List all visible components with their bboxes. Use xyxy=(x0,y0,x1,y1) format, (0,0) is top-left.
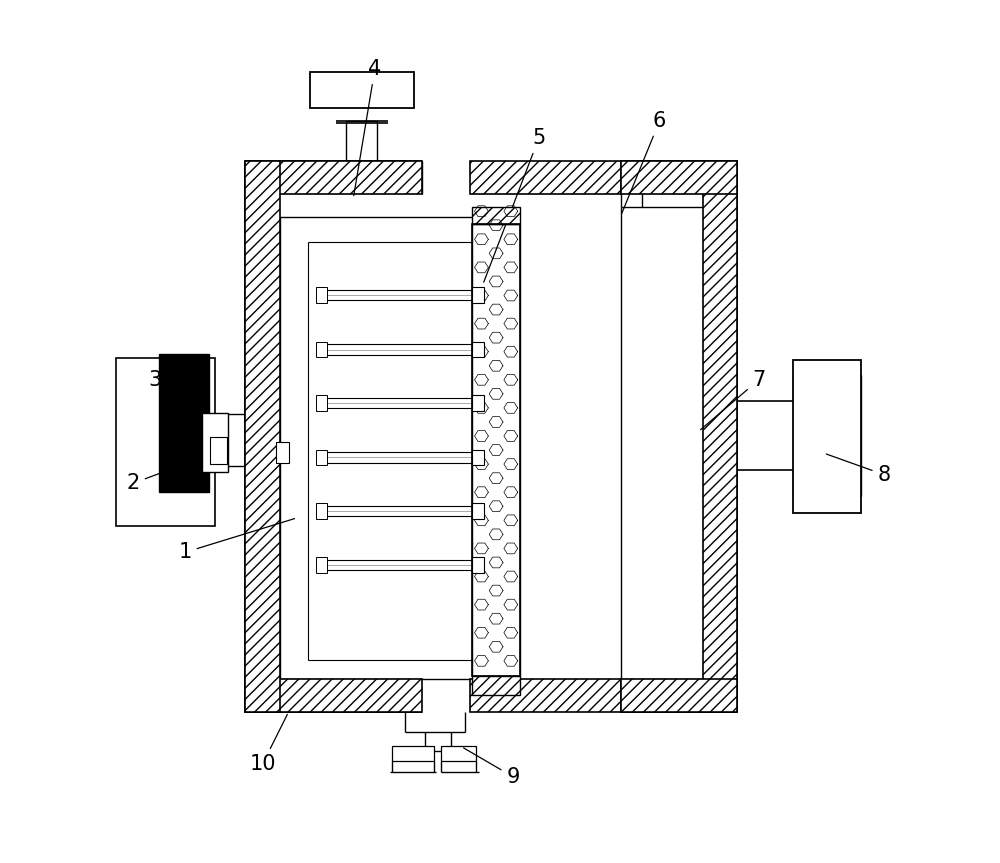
Bar xyxy=(316,287,327,303)
Bar xyxy=(621,679,737,712)
Bar xyxy=(703,161,737,712)
Text: 1: 1 xyxy=(178,519,295,563)
Text: 3: 3 xyxy=(148,369,200,390)
Bar xyxy=(280,217,483,679)
Text: 9: 9 xyxy=(464,748,520,787)
Bar xyxy=(441,746,476,761)
Text: 10: 10 xyxy=(249,715,287,774)
Bar xyxy=(316,450,327,465)
Bar xyxy=(310,72,414,108)
Text: 2: 2 xyxy=(127,471,165,494)
Bar xyxy=(245,679,422,712)
Bar xyxy=(470,679,621,712)
Bar xyxy=(472,450,484,465)
Text: 4: 4 xyxy=(354,59,381,196)
Bar xyxy=(472,287,484,303)
Text: 6: 6 xyxy=(622,110,666,213)
Bar xyxy=(472,224,520,676)
Text: 8: 8 xyxy=(826,454,891,485)
Bar xyxy=(472,676,520,695)
Bar xyxy=(116,358,215,526)
Bar xyxy=(245,161,280,712)
Bar xyxy=(472,503,484,519)
Bar xyxy=(202,413,228,472)
Bar xyxy=(245,161,422,194)
Bar xyxy=(316,503,327,519)
Bar xyxy=(621,161,737,194)
Bar xyxy=(316,342,327,357)
Text: 5: 5 xyxy=(484,128,545,282)
Bar xyxy=(472,207,520,224)
Bar xyxy=(472,395,484,411)
Bar xyxy=(159,354,209,492)
Text: 7: 7 xyxy=(701,369,766,430)
Bar xyxy=(472,224,520,676)
Bar xyxy=(472,342,484,357)
Bar xyxy=(470,161,621,194)
Bar xyxy=(210,437,227,464)
Bar xyxy=(392,746,434,761)
Bar xyxy=(276,442,289,463)
Bar xyxy=(472,557,484,573)
Bar xyxy=(793,360,861,513)
Bar xyxy=(316,395,327,411)
Bar xyxy=(316,557,327,573)
